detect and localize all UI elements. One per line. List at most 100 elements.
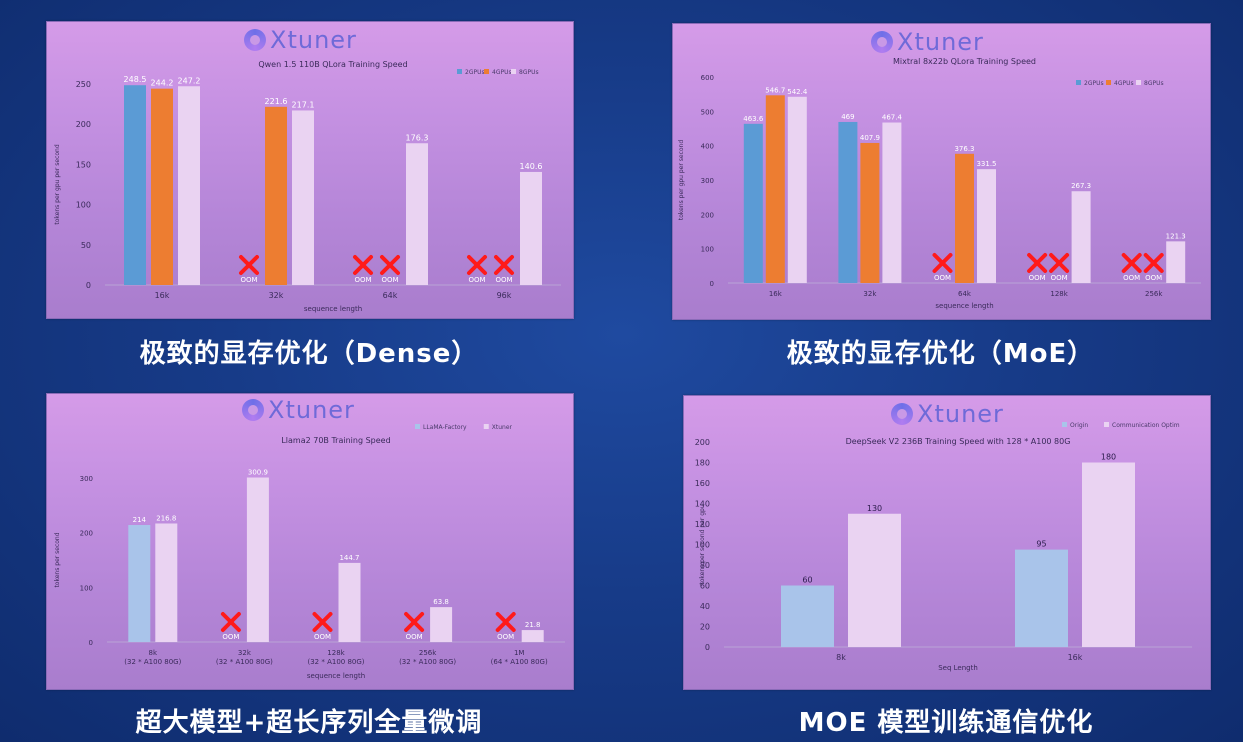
xtuner-logo: Xtuner [242,396,355,424]
y-tick-label: 200 [80,530,93,538]
xtuner-logo-text: Xtuner [917,400,1004,428]
bar-value-label: 542.4 [787,88,808,96]
y-tick-label: 0 [710,280,714,288]
y-tick-label: 120 [695,520,710,529]
oom-x-stroke [467,255,487,275]
bar [406,143,428,285]
y-tick-label: 0 [705,643,710,652]
oom-marker [1143,253,1164,273]
caption-dense: 极致的显存优化（Dense） [139,339,479,369]
y-tick-label: 20 [700,623,710,632]
oom-label: OOM [354,276,371,284]
legend-swatch [1106,80,1111,85]
bar [765,95,785,283]
chart-llama2-training-speed: Llama2 70B Training Speed LLaMA-Factory Xt… [54,424,565,680]
bar [1082,462,1135,647]
bar-value-label: 180 [1101,453,1116,462]
oom-label: OOM [495,276,512,284]
bar-value-label: 95 [1036,540,1046,549]
y-tick-label: 200 [701,211,714,219]
bar-value-label: 467.4 [882,114,903,122]
bar-value-label: 130 [867,504,882,513]
bar [955,153,974,283]
xtuner-logo: Xtuner [244,26,357,54]
xtuner-logo-text: Xtuner [270,26,357,54]
bar [781,585,834,647]
oom-label: OOM [381,276,398,284]
bar-value-label: 60 [802,576,812,585]
x-tick-label: 64k [958,290,972,298]
y-tick-label: 100 [695,541,710,550]
chart-title: DeepSeek V2 236B Training Speed with 128… [846,437,1071,446]
y-axis-label: tokens per gpu per second [54,144,61,224]
y-tick-label: 0 [86,281,91,290]
legend-label: 4GPUs [1114,80,1134,87]
bar-value-label: 21.8 [525,621,541,629]
x-tick-label: 256k [1145,290,1163,298]
y-tick-label: 80 [700,561,710,570]
chart-panel-deepseek: Xtuner DeepSeek V2 236B Training Speed w… [683,395,1211,690]
x-tick-label: 256k [419,649,437,657]
bar [787,96,807,283]
bar [151,88,173,285]
y-tick-label: 100 [76,201,91,210]
oom-label: OOM [468,276,485,284]
bar [265,106,287,285]
bar [882,122,902,283]
oom-x-stroke [932,253,953,273]
y-tick-label: 300 [701,177,714,185]
y-tick-label: 600 [701,74,714,82]
oom-x-stroke [494,255,514,275]
bar [1015,549,1068,647]
legend-label: 2GPUs [1084,80,1104,87]
legend-label: Communication Optim [1112,422,1180,429]
legend-swatch [415,424,420,429]
oom-x-stroke [312,612,333,632]
bar-value-label: 176.3 [406,133,429,142]
chart-qwen-training-speed: Qwen 1.5 110B QLora Training Speed 2GPUs 4… [54,60,561,313]
y-tick-label: 100 [701,246,714,254]
chart-title: Mixtral 8x22b QLora Training Speed [893,57,1036,66]
bar [860,142,880,283]
bar-value-label: 216.8 [156,514,176,522]
xtuner-logo-icon [242,399,264,421]
oom-x-stroke [220,612,241,632]
oom-marker [312,612,333,632]
bar [743,123,763,284]
bar-value-label: 247.2 [178,76,201,85]
y-tick-label: 40 [700,602,710,611]
oom-marker [1049,253,1070,273]
bar [178,86,200,286]
y-tick-label: 180 [695,459,710,468]
oom-label: OOM [1123,274,1140,282]
x-tick-sublabel: (32 * A100 80G) [399,658,456,666]
x-tick-label: 8k [836,653,846,662]
xtuner-logo: Xtuner [871,28,984,56]
legend-label: 2GPUs [465,69,485,76]
oom-marker [239,255,259,275]
bar [848,513,901,647]
oom-label: OOM [222,633,239,641]
bar-value-label: 248.5 [124,75,147,84]
xtuner-logo-icon [871,31,893,53]
oom-x-stroke [1049,253,1070,273]
chart-panel-llama2: Xtuner Llama2 70B Training Speed LLaMA-Fa… [46,393,574,690]
xtuner-logo-icon [244,29,266,51]
x-tick-label: 64k [383,291,398,300]
y-tick-label: 200 [76,120,91,129]
bar [155,523,178,642]
x-tick-sublabel: (32 * A100 80G) [307,658,364,666]
bar [246,477,269,642]
oom-marker [932,253,953,273]
y-tick-label: 50 [81,241,91,250]
bar [521,630,544,642]
x-axis-label: Seq Length [938,664,978,672]
x-tick-sublabel: (32 * A100 80G) [124,658,181,666]
xtuner-logo-text: Xtuner [897,28,984,56]
y-axis-label: tokens per second [54,532,61,587]
caption-long-sequence: 超大模型+超长序列全量微调 [135,708,483,738]
x-tick-label: 96k [497,291,512,300]
y-tick-label: 200 [695,438,710,447]
oom-marker [353,255,373,275]
oom-marker [1121,253,1142,273]
